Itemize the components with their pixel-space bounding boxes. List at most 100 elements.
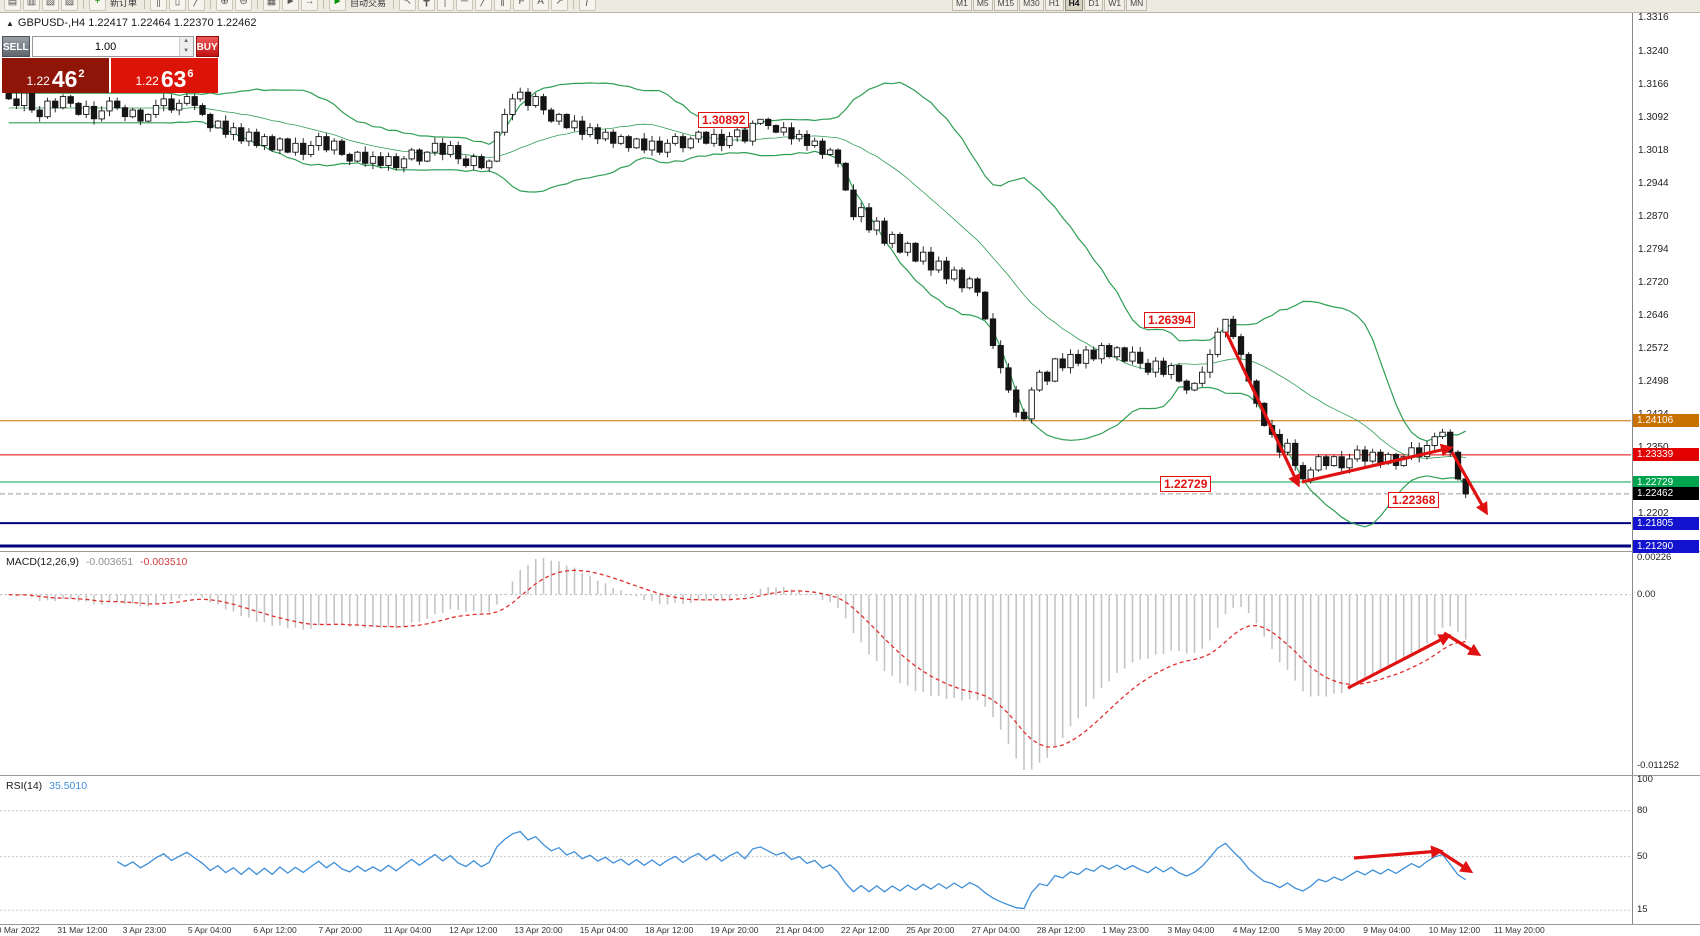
toolbar-separator — [210, 0, 212, 9]
timeframe-m15[interactable]: M15 — [993, 0, 1019, 11]
bar-chart-icon[interactable]: ║ — [150, 0, 168, 11]
navigator-icon[interactable]: ▧ — [42, 0, 59, 11]
timeframe-h1[interactable]: H1 — [1044, 0, 1064, 11]
time-axis-label: 18 Apr 12:00 — [645, 925, 694, 935]
sell-price-display[interactable]: 1.22 46 2 — [2, 58, 109, 93]
macd-signal-value: -0.003510 — [140, 556, 188, 568]
annotation-label-1.22729[interactable]: 1.22729 — [1160, 476, 1212, 492]
sell-button[interactable]: SELL — [2, 36, 30, 57]
timeframe-mn[interactable]: MN — [1126, 0, 1148, 11]
macd-signal-line — [8, 569, 1466, 748]
price-tick-label: 1.2944 — [1638, 177, 1669, 189]
indicators-icon[interactable]: ƒ — [579, 0, 597, 11]
rsi-axis-50: 50 — [1637, 850, 1648, 862]
volume-stepper[interactable]: ▲ ▼ — [178, 37, 193, 56]
price-tick-label: 1.2572 — [1638, 343, 1669, 355]
pane-separator-macd[interactable] — [0, 551, 1700, 552]
time-axis-label: 12 Apr 12:00 — [449, 925, 498, 935]
timeframe-d1[interactable]: D1 — [1084, 0, 1104, 11]
rsi-name: RSI(14) — [6, 780, 43, 792]
text-icon[interactable]: A — [532, 0, 550, 11]
rsi-indicator-label: RSI(14) 35.5010 — [6, 780, 87, 792]
price-tag-1.22462: 1.22462 — [1633, 487, 1699, 501]
rsi-axis-80: 80 — [1637, 804, 1648, 816]
annotation-label-1.26394[interactable]: 1.26394 — [1144, 312, 1196, 328]
terminal-icon[interactable]: ▨ — [61, 0, 78, 11]
time-axis-label: 22 Apr 12:00 — [840, 925, 890, 935]
one-click-trading-panel: SELL ▲▼ BUY 1.22 46 2 1.22 63 6 — [2, 36, 219, 93]
time-axis-label: 28 Apr 12:00 — [1036, 925, 1086, 935]
time-axis-label: 19 Apr 20:00 — [710, 925, 759, 935]
annotation-label-1.30892[interactable]: 1.30892 — [698, 112, 750, 128]
time-axis-label: 27 Apr 04:00 — [971, 925, 1020, 935]
trend-arrow-macd[interactable] — [1347, 634, 1452, 690]
time-axis-label: 1 May 23:00 — [1102, 925, 1149, 935]
timeframe-m5[interactable]: M5 — [972, 0, 993, 11]
price-tick-label: 1.3316 — [1638, 12, 1669, 24]
fibonacci-icon[interactable]: F — [513, 0, 531, 11]
macd-indicator-label: MACD(12,26,9) -0.003651 -0.003510 — [6, 556, 187, 568]
autotrading-label[interactable]: 自动交易 — [350, 0, 387, 8]
trend-arrow-macd[interactable] — [1443, 631, 1482, 657]
one-click-collapse-icon[interactable]: ▲ — [6, 19, 14, 28]
vertical-line-icon[interactable]: │ — [437, 0, 455, 11]
volume-down-icon[interactable]: ▼ — [179, 46, 193, 56]
chart-shift-icon[interactable]: → — [301, 0, 319, 11]
pane-separator-rsi[interactable] — [0, 775, 1700, 776]
time-axis-label: 4 May 12:00 — [1232, 925, 1280, 935]
horizontal-line-icon[interactable]: ─ — [456, 0, 474, 11]
tile-windows-icon[interactable]: ▦ — [263, 0, 281, 11]
price-tag-1.24106: 1.24106 — [1633, 414, 1699, 428]
price-tick-label: 1.2720 — [1638, 277, 1669, 289]
price-tag-1.22729: 1.22729 — [1633, 475, 1699, 489]
price-tick-label: 1.2646 — [1638, 310, 1669, 322]
toolbar-separator — [393, 0, 395, 9]
zoom-in-icon[interactable]: ⊕ — [216, 0, 234, 11]
annotation-label-1.22368[interactable]: 1.22368 — [1388, 492, 1440, 508]
timeframe-h4[interactable]: H4 — [1064, 0, 1084, 11]
channel-icon[interactable]: ∥ — [494, 0, 512, 11]
price-tick-label: 1.2350 — [1638, 441, 1669, 453]
trend-arrow-main[interactable] — [1301, 443, 1454, 484]
cursor-icon[interactable]: ↖ — [399, 0, 417, 11]
trendline-icon[interactable]: ╱ — [475, 0, 493, 11]
new-order-label[interactable]: 新订单 — [110, 0, 138, 8]
price-tick-label: 1.2202 — [1638, 507, 1669, 519]
autotrading-icon[interactable]: ► — [329, 0, 347, 11]
time-axis-label: 6 Apr 12:00 — [253, 925, 297, 935]
line-chart-icon[interactable]: ╱ — [188, 0, 206, 11]
new-order-icon[interactable]: + — [89, 0, 106, 11]
price-axis[interactable] — [1632, 12, 1700, 924]
time-axis-label: 5 May 20:00 — [1298, 925, 1345, 935]
chart-canvas[interactable] — [0, 0, 1632, 936]
zoom-out-icon[interactable]: ⊖ — [235, 0, 253, 11]
timeframe-m30[interactable]: M30 — [1019, 0, 1044, 11]
arrows-icon[interactable]: ↗ — [551, 0, 569, 11]
trend-arrow-main[interactable] — [1224, 331, 1300, 488]
data-window-icon[interactable]: ▥ — [23, 0, 40, 11]
candlestick-chart-icon[interactable]: ▯ — [169, 0, 187, 11]
market-watch-icon[interactable]: ▤ — [4, 0, 21, 11]
macd-histogram — [15, 558, 1467, 770]
buy-price-pips: 63 — [160, 66, 187, 92]
trend-arrow-rsi[interactable] — [1353, 845, 1444, 860]
bollinger-middle-band — [8, 107, 1466, 459]
trend-arrow-rsi[interactable] — [1435, 847, 1474, 874]
toolbar-separator — [573, 0, 575, 9]
price-tag-1.21805: 1.21805 — [1633, 516, 1699, 530]
timeframe-m1[interactable]: M1 — [952, 0, 972, 11]
timeframe-w1[interactable]: W1 — [1104, 0, 1126, 11]
volume-input[interactable] — [32, 37, 179, 56]
time-axis-label: 10 May 12:00 — [1428, 925, 1481, 935]
volume-up-icon[interactable]: ▲ — [179, 37, 193, 47]
buy-price-display[interactable]: 1.22 63 6 — [111, 58, 218, 93]
buy-button[interactable]: BUY — [195, 36, 219, 57]
auto-scroll-icon[interactable]: ► — [282, 0, 300, 11]
trend-arrow-main[interactable] — [1450, 451, 1488, 516]
crosshair-icon[interactable]: ╋ — [418, 0, 436, 11]
sell-price-point: 2 — [78, 68, 85, 80]
price-tick-label: 1.2794 — [1638, 244, 1669, 256]
price-tick-label: 1.2870 — [1638, 210, 1669, 222]
time-axis-label: 5 Apr 04:00 — [187, 925, 232, 935]
